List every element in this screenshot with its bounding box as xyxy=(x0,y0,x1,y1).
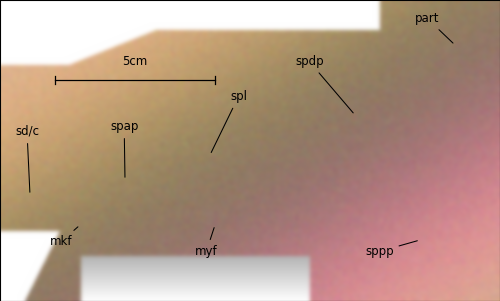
Text: myf: myf xyxy=(195,228,218,258)
Text: spdp: spdp xyxy=(295,55,353,113)
Text: part: part xyxy=(415,12,453,43)
Text: sppp: sppp xyxy=(365,241,418,258)
Text: sd/c: sd/c xyxy=(15,125,39,192)
Text: spl: spl xyxy=(211,90,247,153)
Text: 5cm: 5cm xyxy=(122,55,148,68)
Text: spap: spap xyxy=(110,120,138,177)
Text: mkf: mkf xyxy=(50,227,78,248)
